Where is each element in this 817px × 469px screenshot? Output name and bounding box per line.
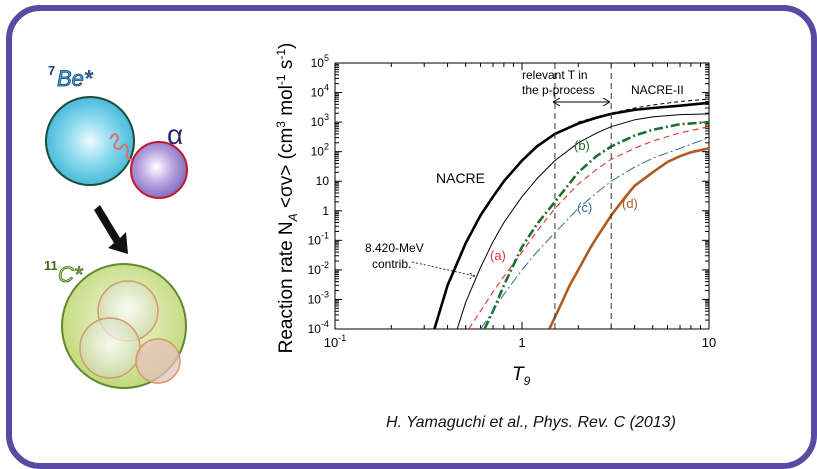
y-tick-label: 105 (311, 53, 329, 70)
be7-mass-number: 7 (48, 63, 55, 78)
x-tick-label: 1 (518, 335, 525, 350)
reaction-arrow-icon (94, 205, 128, 254)
citation: H. Yamaguchi et al., Phys. Rev. C (2013) (386, 414, 676, 431)
y-axis-label: Reaction rate NA <σv> (cm3 mol-1 s-1) (274, 43, 300, 354)
y-tick-label: 1 (322, 204, 329, 218)
c11-mass-number: 11 (44, 258, 58, 273)
label-nacre2: NACRE-II (631, 83, 684, 97)
label-a: (a) (490, 248, 506, 263)
label-b: (b) (574, 138, 590, 153)
x-axis-label: T9 (512, 364, 531, 388)
series-line-b (483, 120, 709, 329)
x-tick-label: 10 (702, 335, 716, 350)
y-tick-label: 103 (311, 112, 329, 129)
series-line-nacre-ii (456, 113, 709, 329)
y-tick-label: 10-2 (308, 260, 329, 277)
series-line-c (480, 137, 709, 329)
y-tick-label: 102 (311, 142, 329, 159)
slide-frame (6, 5, 817, 469)
alpha-label: α (167, 119, 183, 150)
be7-label: Be* (57, 66, 94, 91)
c11-cluster-3 (135, 338, 181, 384)
series-line-nacre (433, 101, 709, 329)
window-arrow (552, 97, 611, 107)
series-line-a (468, 126, 709, 329)
window-label-line1: relevant T in (522, 68, 588, 82)
contrib-arrow (411, 261, 476, 280)
label-c: (c) (577, 200, 592, 215)
series-line-dashed-2 (578, 98, 709, 123)
be7-nucleus (45, 96, 135, 186)
contrib-label-line1: 8.420-MeV (365, 241, 424, 255)
label-nacre: NACRE (436, 170, 485, 186)
label-d: (d) (622, 196, 638, 211)
contrib-label-line2: contrib. (372, 257, 411, 271)
window-label-line2: the p-process (522, 83, 595, 97)
y-tick-label: 104 (311, 83, 329, 100)
y-tick-label: 10-3 (308, 289, 329, 306)
y-tick-label: 10-1 (308, 230, 329, 247)
alpha-particle (130, 141, 188, 199)
x-tick-label: 10-1 (324, 333, 346, 350)
spring-connector (109, 133, 135, 161)
y-tick-label: 10-4 (308, 319, 329, 336)
y-tick-label: 10 (316, 174, 330, 188)
series-line-d (548, 147, 709, 329)
